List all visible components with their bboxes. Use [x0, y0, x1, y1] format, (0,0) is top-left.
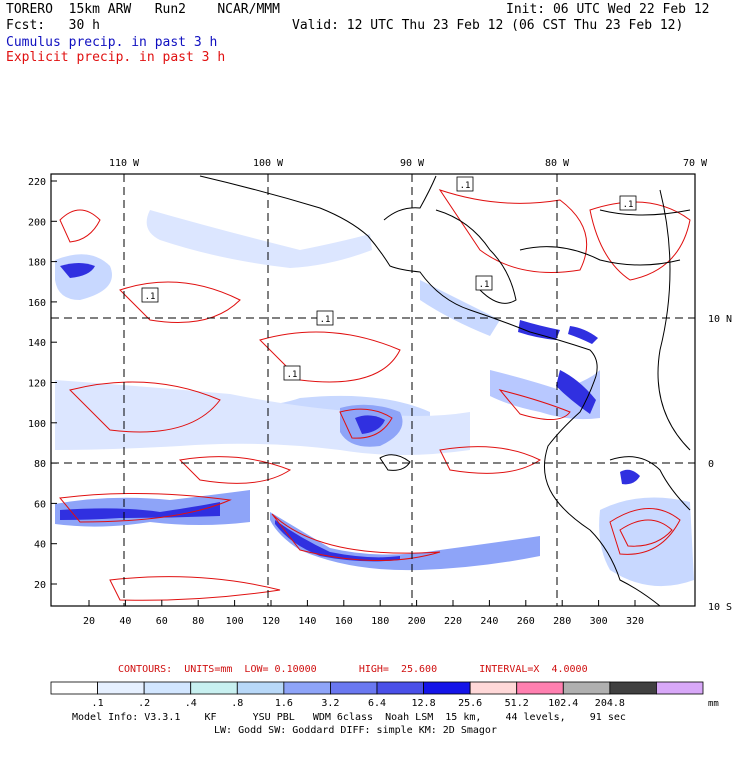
legend-label: .8 — [231, 698, 243, 709]
legend-swatch — [143, 681, 192, 695]
legend-label: .4 — [185, 698, 197, 709]
x-tick-label: 80 — [192, 616, 204, 627]
y-tick-label: 120 — [28, 379, 46, 390]
explicit-contours — [59, 189, 691, 601]
x-tick-label: 100 — [226, 616, 244, 627]
y-tick-label: 180 — [28, 258, 46, 269]
map-axes: 110 W 100 W 90 W 80 W 70 W 10 N 0 10 S 220 200 180… — [28, 158, 732, 627]
legend-swatch — [283, 681, 331, 695]
lon-label: 80 W — [545, 158, 570, 169]
y-tick-label: 100 — [28, 419, 46, 430]
x-tick-label: 300 — [590, 616, 608, 627]
legend-label: 1.6 — [275, 698, 293, 709]
y-tick-label: 160 — [28, 298, 46, 309]
y-tick-label: 140 — [28, 338, 46, 349]
svg-text:.1: .1 — [460, 181, 471, 191]
precip-map: .1 .1 .1 .1 .1 .1 110 W 100 W 90 W 80 W 70 W 10 N 0… — [28, 158, 732, 627]
cumulus-precip-label: Cumulus precip. in past 3 h — [6, 35, 218, 50]
explicit-precip-label: Explicit precip. in past 3 h — [6, 50, 226, 65]
legend-label: 204.8 — [595, 698, 625, 709]
legend-swatch — [469, 681, 518, 695]
model-title: TORERO 15km ARW Run2 NCAR/MMM — [6, 2, 280, 17]
legend-swatch — [376, 681, 424, 695]
lat-lon-grid — [51, 174, 695, 606]
svg-text:.1: .1 — [320, 315, 331, 325]
contour-label: .1 — [619, 195, 637, 211]
svg-text:.1: .1 — [145, 292, 156, 302]
x-tick-label: 260 — [517, 616, 535, 627]
contour-label: .1 — [475, 275, 493, 291]
contours-info: CONTOURS: UNITS=mm LOW= 0.10000 HIGH= 25… — [118, 664, 588, 675]
legend-swatch — [609, 681, 657, 695]
y-tick-label: 40 — [34, 540, 46, 551]
y-tick-label: 200 — [28, 217, 46, 228]
contour-label: .1 — [316, 310, 334, 326]
svg-text:.1: .1 — [287, 370, 298, 380]
legend-unit: mm — [708, 699, 719, 709]
lon-label: 110 W — [109, 158, 140, 169]
legend-label: 12.8 — [412, 698, 436, 709]
legend-swatch — [330, 681, 378, 695]
physics-info: LW: Godd SW: Goddard DIFF: simple KM: 2D… — [214, 725, 497, 736]
y-tick-label: 80 — [34, 459, 46, 470]
x-tick-label: 220 — [444, 616, 462, 627]
forecast-hour: Fcst: 30 h — [6, 18, 100, 33]
x-tick-label: 40 — [119, 616, 131, 627]
x-tick-label: 200 — [408, 616, 426, 627]
lon-label: 70 W — [683, 158, 708, 169]
contour-label: .1 — [141, 287, 159, 303]
legend-swatch — [562, 681, 611, 695]
legend-label: 51.2 — [505, 698, 529, 709]
x-tick-label: 160 — [335, 616, 353, 627]
legend-swatch — [423, 681, 471, 695]
y-tick-label: 220 — [28, 177, 46, 188]
legend-swatch — [516, 681, 564, 695]
legend-swatch — [236, 681, 285, 695]
lat-label: 0 — [708, 459, 714, 470]
lon-label: 90 W — [400, 158, 425, 169]
legend-label: 6.4 — [368, 698, 386, 709]
contour-label: .1 — [283, 365, 301, 381]
init-time: Init: 06 UTC Wed 22 Feb 12 — [506, 2, 710, 17]
x-tick-label: 120 — [262, 616, 280, 627]
x-tick-label: 320 — [626, 616, 644, 627]
svg-text:.1: .1 — [623, 200, 634, 210]
legend-label: .1 — [92, 698, 104, 709]
y-tick-label: 20 — [34, 580, 46, 591]
x-tick-label: 60 — [156, 616, 168, 627]
model-info: Model Info: V3.3.1 KF YSU PBL WDM 6class… — [72, 712, 626, 723]
map-frame — [50, 173, 696, 607]
y-tick-label: 60 — [34, 499, 46, 510]
color-legend: .1 .2 .4 .8 1.6 3.2 6.4 12.8 25.6 51.2 102.4 204.8 m… — [50, 681, 719, 709]
legend-swatch — [97, 681, 145, 695]
legend-label: .2 — [138, 698, 150, 709]
x-tick-label: 20 — [83, 616, 95, 627]
legend-swatch — [656, 681, 704, 695]
valid-time: Valid: 12 UTC Thu 23 Feb 12 (06 CST Thu … — [292, 18, 684, 33]
x-tick-label: 240 — [480, 616, 498, 627]
lon-label: 100 W — [253, 158, 284, 169]
legend-swatch — [190, 681, 238, 695]
contour-label: .1 — [456, 176, 474, 192]
precip-shading — [55, 210, 694, 587]
x-tick-label: 180 — [371, 616, 389, 627]
legend-label: 3.2 — [321, 698, 339, 709]
lat-label: 10 S — [708, 602, 732, 613]
lat-label: 10 N — [708, 314, 732, 325]
legend-swatch — [50, 681, 98, 695]
legend-label: 102.4 — [548, 698, 578, 709]
svg-text:.1: .1 — [479, 280, 490, 290]
coastlines — [199, 175, 691, 606]
contour-labels: .1 .1 .1 .1 .1 .1 — [141, 176, 637, 381]
legend-label: 25.6 — [458, 698, 482, 709]
x-tick-label: 140 — [298, 616, 316, 627]
x-tick-label: 280 — [553, 616, 571, 627]
